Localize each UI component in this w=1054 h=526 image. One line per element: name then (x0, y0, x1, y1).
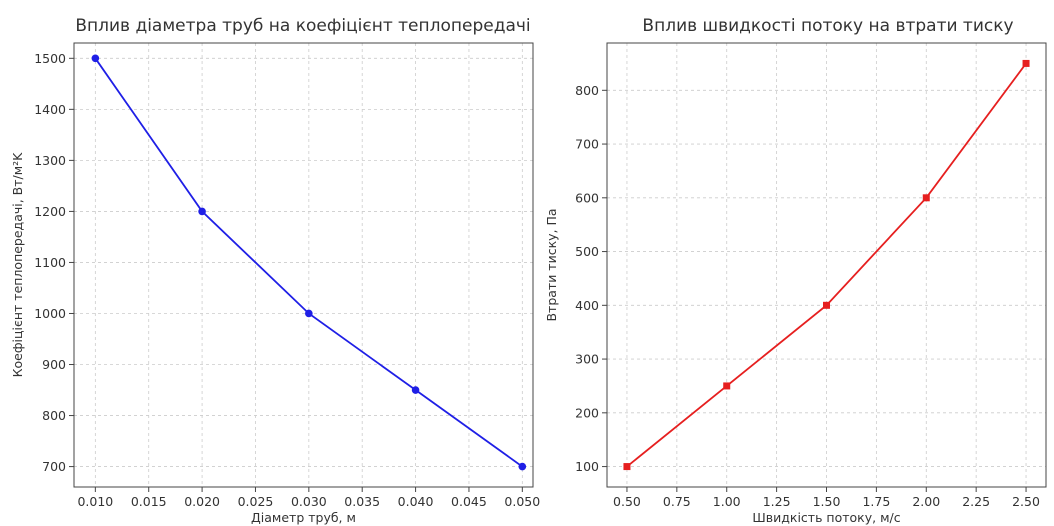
x-tick-label: 0.020 (184, 494, 220, 509)
chart-title: Вплив швидкості потоку на втрати тиску (642, 16, 1013, 36)
y-tick-label: 1200 (34, 204, 66, 219)
x-tick-label: 0.025 (238, 494, 274, 509)
y-tick-label: 1500 (34, 51, 66, 66)
y-axis-label: Коефіцієнт теплопередачі, Вт/м²K (10, 152, 25, 378)
x-tick-label: 0.75 (663, 494, 691, 509)
x-tick-label: 2.25 (962, 494, 990, 509)
y-tick-label: 1000 (34, 306, 66, 321)
y-tick-label: 600 (575, 190, 599, 205)
y-tick-label: 1100 (34, 255, 66, 270)
data-point (823, 301, 830, 309)
data-point (518, 462, 527, 471)
y-tick-label: 100 (575, 459, 599, 474)
data-point (305, 309, 313, 318)
x-tick-label: 2.00 (912, 494, 940, 509)
y-tick-label: 400 (575, 298, 599, 313)
y-tick-label: 300 (575, 352, 599, 367)
x-tick-label: 0.030 (291, 494, 327, 509)
chart-panel-2: 0.50 0.75 1.00 1.25 1.50 1.75 2.00 2.25 2.50 100 2… (544, 16, 1047, 525)
y-tick-label: 700 (575, 137, 599, 152)
y-tick-label: 800 (575, 83, 599, 98)
data-point (411, 386, 420, 394)
x-tick-label: 0.045 (451, 494, 487, 509)
y-tick-label: 1300 (34, 153, 66, 168)
chart-panel-1: 0.010 0.015 0.020 0.025 0.030 0.035 0.040 0.045… (10, 16, 540, 525)
data-point (198, 207, 206, 216)
y-tick-label: 200 (575, 405, 599, 420)
data-point (1022, 59, 1030, 67)
x-tick-label: 0.015 (131, 494, 167, 509)
x-tick-label: 1.00 (713, 494, 741, 509)
y-axis-label: Втрати тиску, Па (544, 208, 559, 321)
x-tick-label: 1.75 (862, 494, 890, 509)
plot-frame (73, 42, 534, 488)
y-tick-label: 800 (42, 408, 66, 423)
x-tick-label: 1.25 (763, 494, 791, 509)
x-tick-label: 0.010 (77, 494, 113, 509)
x-tick-label: 0.50 (613, 494, 641, 509)
x-tick-label: 1.50 (813, 494, 841, 509)
x-tick-label: 2.50 (1012, 494, 1040, 509)
chart-title: Вплив діаметра труб на коефіцієнт теплоп… (75, 16, 530, 36)
x-tick-label: 0.035 (344, 494, 380, 509)
y-tick-label: 900 (42, 357, 66, 372)
data-point (922, 194, 930, 202)
x-tick-label: 0.050 (504, 494, 540, 509)
x-tick-label: 0.040 (398, 494, 434, 509)
data-point (91, 54, 100, 63)
x-axis-label: Швидкість потоку, м/с (752, 510, 900, 525)
y-tick-label: 700 (42, 459, 66, 474)
y-tick-label: 500 (575, 244, 599, 259)
data-point (623, 463, 631, 471)
x-axis-label: Діаметр труб, м (251, 510, 356, 525)
data-point (723, 382, 731, 390)
y-tick-label: 1400 (34, 102, 66, 117)
